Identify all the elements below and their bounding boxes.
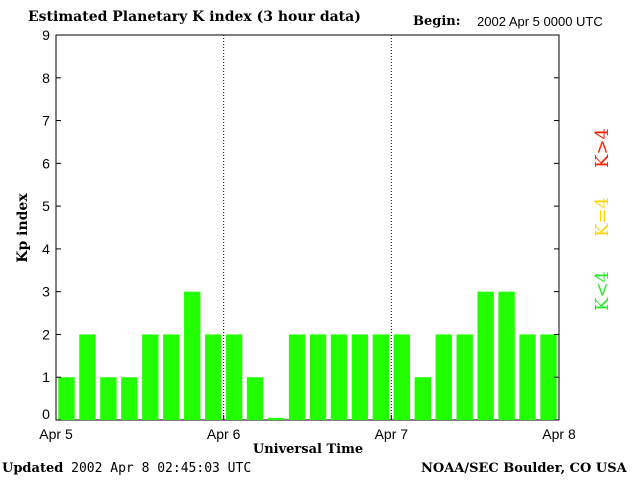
y-tick-label: 9 — [42, 27, 50, 43]
kp-bar — [142, 334, 159, 420]
y-tick-label: 3 — [42, 284, 50, 300]
kp-bar — [225, 334, 243, 420]
kp-bar — [163, 334, 180, 420]
y-tick-label: 5 — [42, 198, 50, 214]
updated-footer: Updated 2002 Apr 8 02:45:03 UTC — [2, 461, 251, 476]
kp-bar — [456, 334, 473, 420]
x-tick-label: Apr 8 — [542, 426, 576, 442]
kp-bar — [414, 377, 431, 420]
kp-bar — [330, 334, 348, 420]
legend-k-less-4: K<4 — [592, 271, 613, 311]
x-tick-label: Apr 5 — [39, 426, 73, 442]
y-tick-label: 0 — [42, 406, 50, 422]
y-tick-label: 4 — [42, 241, 50, 257]
begin-value: 2002 Apr 5 0000 UTC — [477, 14, 603, 29]
y-tick-label: 1 — [42, 369, 50, 385]
kp-bar — [184, 291, 201, 420]
updated-value: 2002 Apr 8 02:45:03 UTC — [71, 461, 252, 476]
kp-bar — [309, 334, 327, 420]
y-axis-label: Kp index — [15, 193, 31, 263]
kp-bar — [246, 377, 264, 420]
kp-bar — [393, 334, 410, 420]
x-tick-label: Apr 6 — [207, 426, 241, 442]
kp-bar — [121, 377, 138, 420]
source-footer: NOAA/SEC Boulder, CO USA — [421, 461, 627, 476]
plot-frame — [55, 34, 560, 421]
kp-bar — [372, 334, 390, 420]
chart-title: Estimated Planetary K index (3 hour data… — [28, 9, 361, 25]
y-tick-label: 8 — [42, 70, 50, 86]
kp-bar — [79, 334, 96, 420]
kp-bar — [58, 377, 75, 420]
legend-k-equal-4: K=4 — [592, 197, 613, 237]
kp-bar — [205, 334, 222, 420]
x-axis-label: Universal Time — [253, 442, 363, 457]
kp-bar — [267, 417, 285, 420]
x-tick-label: Apr 7 — [375, 426, 409, 442]
kp-bar — [540, 334, 557, 420]
begin-label: Begin: — [413, 14, 461, 29]
updated-label: Updated — [2, 461, 64, 476]
kp-bar — [435, 334, 452, 420]
kp-bar — [100, 377, 117, 420]
y-tick-label: 6 — [42, 155, 50, 171]
kp-bar — [351, 334, 369, 420]
y-tick-label: 2 — [42, 326, 50, 342]
kp-bar — [288, 334, 306, 420]
legend-k-greater-4: K>4 — [592, 128, 613, 168]
kp-bar — [519, 334, 536, 420]
y-tick-label: 7 — [42, 113, 50, 129]
kp-bar — [477, 291, 494, 420]
kp-bar — [498, 291, 515, 420]
